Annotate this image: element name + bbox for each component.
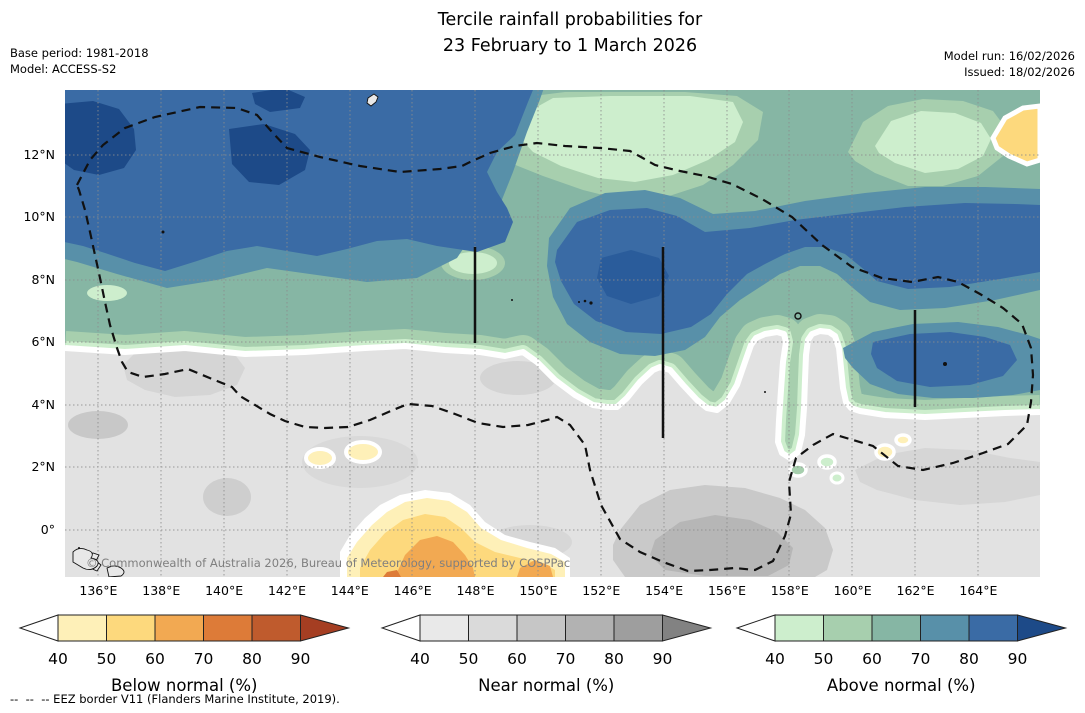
- colorbar-tick-label: 40: [765, 650, 785, 668]
- colorbar-segment: [968, 614, 1018, 642]
- colorbar-tick-label: 80: [959, 650, 979, 668]
- x-tick-label: 144°E: [330, 583, 369, 598]
- colorbar-tick-label: 80: [604, 650, 624, 668]
- sector-divider-lines: [473, 247, 917, 438]
- colorbar-tick-label: 80: [242, 650, 262, 668]
- map-area: [45, 70, 1060, 578]
- colorbar-left-arrow: [735, 614, 776, 642]
- base-period-label: Base period: 1981-2018: [10, 46, 149, 60]
- page-title: Tercile rainfall probabilities for 23 Fe…: [438, 7, 702, 59]
- colorbar-tick-label: 50: [814, 650, 834, 668]
- y-tick-label: 2°N: [31, 459, 55, 475]
- graticule-gridlines: [65, 90, 1040, 577]
- x-tick-label: 136°E: [79, 583, 118, 598]
- x-tick-label: 152°E: [582, 583, 621, 598]
- colorbar-right-arrow: [300, 614, 351, 642]
- colorbar-segment: [565, 614, 615, 642]
- eez-legend-note: -- -- -- EEZ border V11 (Flanders Marine…: [10, 692, 340, 706]
- colorbar-tick-label: 90: [1008, 650, 1028, 668]
- x-tick-label: 164°E: [959, 583, 998, 598]
- x-tick-label: 162°E: [896, 583, 935, 598]
- colorbar-segment: [154, 614, 204, 642]
- colorbar-title: Near normal (%): [478, 676, 614, 695]
- rainfall-probability-map: [45, 70, 1060, 578]
- colorbar-right-arrow: [662, 614, 713, 642]
- colorbar-segment: [823, 614, 873, 642]
- colorbar-title: Below normal (%): [111, 676, 258, 695]
- eez-border-line: [75, 105, 1035, 573]
- x-tick-label: 142°E: [267, 583, 306, 598]
- colorbar-title: Above normal (%): [827, 676, 976, 695]
- model-run-label: Model run: 16/02/2026: [943, 49, 1075, 63]
- colorbar-near-normal: 40 50 60 70 80 90 Near normal (%): [379, 612, 731, 700]
- colorbar-segment: [251, 614, 301, 642]
- colorbar-below-normal: 40 50 60 70 80 90 Below normal (%): [17, 612, 369, 700]
- colorbar-segment: [516, 614, 566, 642]
- colorbar-tick-label: 60: [862, 650, 882, 668]
- colorbar-graphic: 40 50 60 70 80 90 Above normal (%): [735, 614, 1068, 695]
- y-tick-label: 4°N: [31, 396, 55, 412]
- colorbar-tick-label: 40: [48, 650, 68, 668]
- colorbar-tick-label: 70: [194, 650, 214, 668]
- eez-note-text: EEZ border V11 (Flanders Marine Institut…: [49, 692, 340, 706]
- colorbar-tick-label: 70: [911, 650, 931, 668]
- above-normal-zone: [45, 70, 1060, 458]
- colorbar-above-normal: 40 50 60 70 80 90 Above normal (%): [734, 612, 1085, 700]
- colorbar-tick-label: 70: [556, 650, 576, 668]
- colorbar-left-arrow: [18, 614, 59, 642]
- x-tick-label: 154°E: [645, 583, 684, 598]
- model-label: Model: ACCESS-S2: [10, 62, 117, 76]
- small-anomaly-patches: [304, 433, 912, 485]
- colorbar-segment: [613, 614, 663, 642]
- x-tick-label: 150°E: [519, 583, 558, 598]
- x-tick-label: 148°E: [456, 583, 495, 598]
- colorbar-tick-label: 50: [97, 650, 117, 668]
- map-copyright: © Commonwealth of Australia 2026, Bureau…: [86, 556, 571, 570]
- colorbar-segment: [871, 614, 921, 642]
- colorbar-segment: [57, 614, 107, 642]
- y-tick-label: 8°N: [31, 271, 55, 287]
- above-normal-80-90-regions: [60, 85, 1040, 387]
- colorbar-segment: [419, 614, 469, 642]
- colorbar-tick-label: 60: [507, 650, 527, 668]
- title-line-2: 23 February to 1 March 2026: [442, 36, 698, 56]
- colorbar-segment: [106, 614, 156, 642]
- x-tick-label: 158°E: [770, 583, 809, 598]
- y-tick-label: 0°: [40, 521, 55, 537]
- colorbar-tick-label: 40: [410, 650, 430, 668]
- x-tick-label: 160°E: [833, 583, 872, 598]
- colorbar-segment: [774, 614, 824, 642]
- colorbar-graphic: 40 50 60 70 80 90 Below normal (%): [18, 614, 351, 695]
- colorbar-graphic: 40 50 60 70 80 90 Near normal (%): [380, 614, 713, 695]
- x-tick-label: 146°E: [393, 583, 432, 598]
- colorbar-tick-label: 90: [291, 650, 311, 668]
- title-line-1: Tercile rainfall probabilities for: [437, 10, 703, 30]
- x-tick-label: 140°E: [205, 583, 244, 598]
- eez-dash-sample: -- -- --: [10, 692, 50, 706]
- x-tick-label: 156°E: [707, 583, 746, 598]
- issued-label: Issued: 18/02/2026: [964, 65, 1075, 79]
- colorbar-tick-label: 50: [459, 650, 479, 668]
- colorbar-segment: [920, 614, 970, 642]
- island-outlines: [72, 93, 947, 578]
- colorbar-segment: [203, 614, 253, 642]
- colorbar-left-arrow: [380, 614, 421, 642]
- y-tick-label: 10°N: [23, 209, 55, 225]
- below-normal-zone: [340, 490, 570, 577]
- y-tick-label: 6°N: [31, 334, 55, 350]
- colorbar-right-arrow: [1017, 614, 1068, 642]
- colorbar-tick-label: 90: [653, 650, 673, 668]
- run-metadata-left: Base period: 1981-2018 Model: ACCESS-S2: [10, 45, 149, 77]
- colorbar-tick-label: 60: [145, 650, 165, 668]
- x-tick-label: 138°E: [142, 583, 181, 598]
- colorbar-segment: [468, 614, 518, 642]
- y-tick-label: 12°N: [23, 147, 55, 162]
- run-metadata-right: Model run: 16/02/2026 Issued: 18/02/2026: [944, 48, 1075, 80]
